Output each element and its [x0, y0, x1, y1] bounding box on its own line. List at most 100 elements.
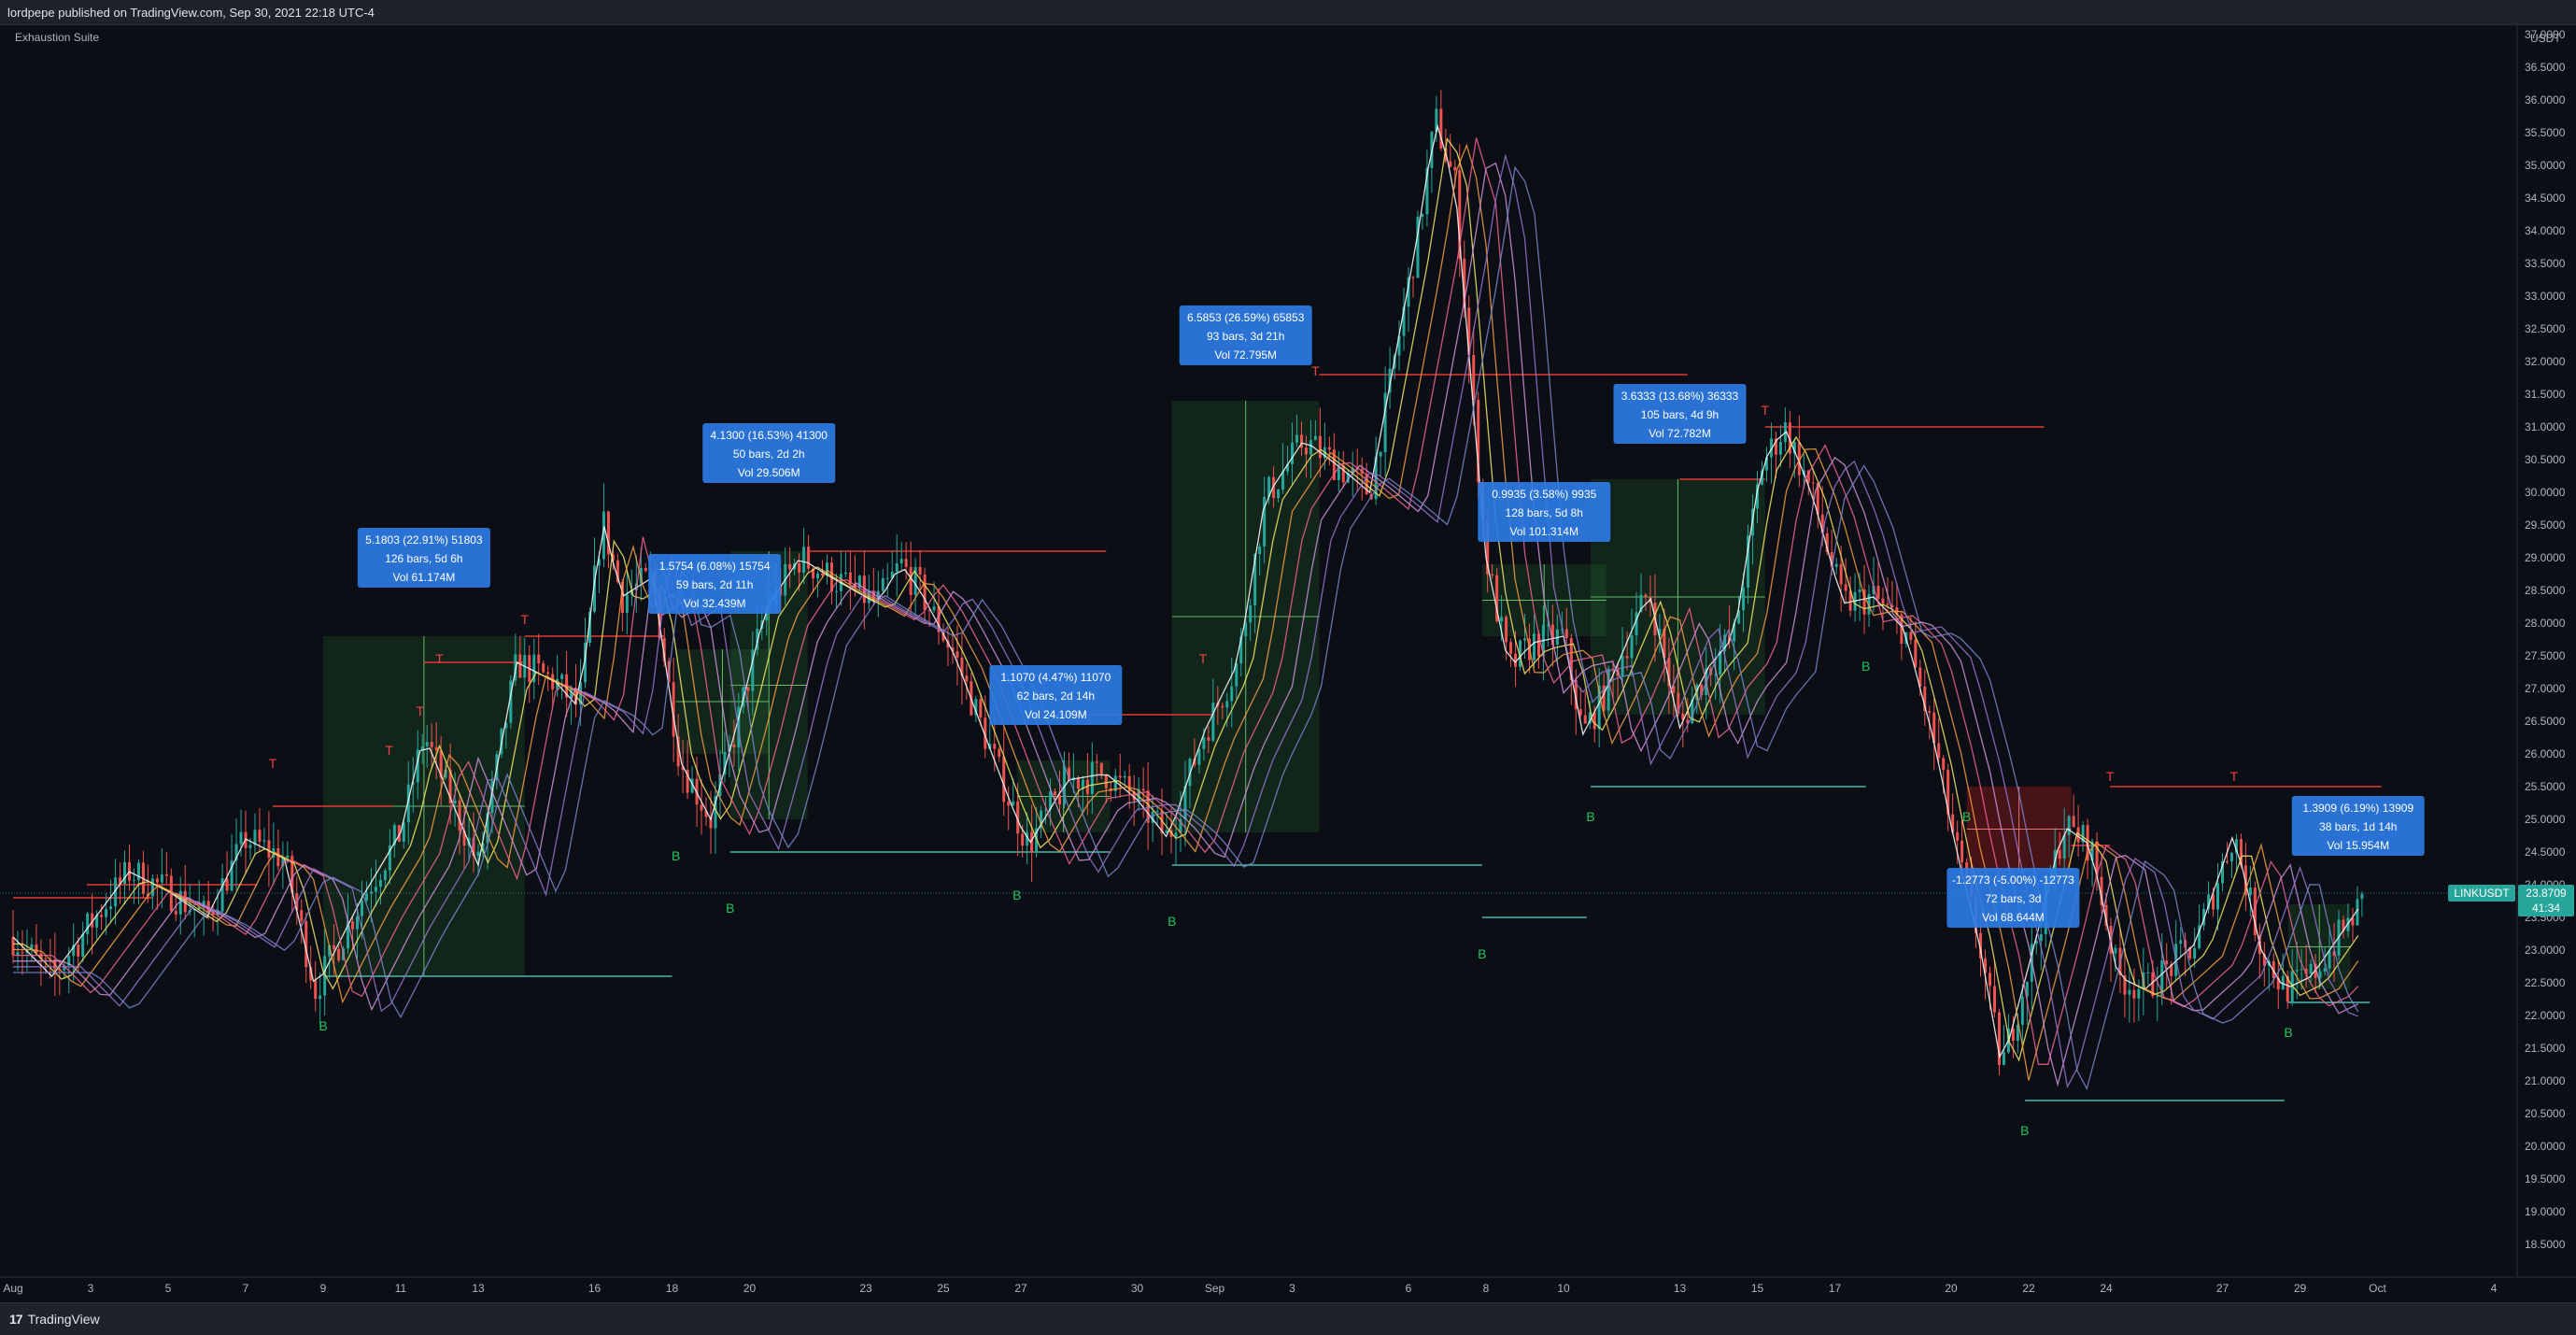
- candle-body: [1165, 830, 1168, 833]
- candle-body: [602, 511, 605, 560]
- candle-body: [1104, 775, 1108, 788]
- measure-info-box[interactable]: -1.2773 (-5.00%) -12773 72 bars, 3d Vol 68…: [1946, 868, 2080, 928]
- candle-body: [1937, 743, 1941, 759]
- candle-body: [211, 912, 215, 916]
- price-axis-panel[interactable]: [2517, 25, 2576, 1301]
- candle-body: [1295, 434, 1298, 443]
- candle-body: [532, 654, 536, 683]
- candle-body: [2221, 860, 2224, 884]
- bar-countdown-text: 41:34: [2532, 902, 2560, 915]
- measure-info-text: 38 bars, 1d 14h: [2319, 820, 2397, 833]
- price-tick-label: 19.5000: [2525, 1172, 2566, 1186]
- candle-body: [504, 722, 508, 729]
- candle-body: [1309, 440, 1312, 455]
- candle-body: [67, 956, 71, 966]
- candle-body: [1956, 831, 1960, 841]
- candle-body: [16, 952, 20, 956]
- time-tick-label: 23: [859, 1282, 872, 1295]
- ma-line: [13, 153, 2359, 1089]
- candle-body: [100, 915, 104, 917]
- measure-info-box[interactable]: 5.1803 (22.91%) 51803 126 bars, 5d 6h Vol …: [357, 528, 490, 588]
- symbol-tag-text: LINKUSDT: [2454, 887, 2510, 900]
- measure-info-box[interactable]: 1.5754 (6.08%) 15754 59 bars, 2d 11h Vol 3…: [648, 554, 782, 614]
- candle-body: [1597, 685, 1601, 730]
- candle-body: [941, 632, 945, 641]
- time-tick-label: 24: [2100, 1282, 2113, 1295]
- candle-body: [1672, 686, 1676, 693]
- candle-body: [1332, 449, 1336, 480]
- candle-body: [267, 840, 271, 858]
- candle-body: [230, 860, 234, 891]
- candle-body: [1040, 810, 1043, 829]
- price-tick-label: 33.5000: [2525, 257, 2566, 270]
- candle-body: [1407, 277, 1410, 307]
- indicator-label[interactable]: Exhaustion Suite: [15, 31, 100, 44]
- candle-body: [1225, 701, 1229, 708]
- candle-body: [2123, 974, 2127, 995]
- candle-body: [119, 877, 122, 884]
- price-chart[interactable]: 18.5000 19.0000 19.5000 20.0000 20.5000 21.00…: [0, 25, 2576, 1301]
- candle-body: [481, 843, 485, 852]
- candle-body: [91, 913, 94, 928]
- candle-body: [658, 591, 661, 638]
- candle-body: [1313, 435, 1317, 441]
- candle-body: [1076, 777, 1080, 789]
- candle-body: [714, 796, 717, 829]
- time-tick-label: 18: [666, 1282, 679, 1295]
- candle-body: [1127, 775, 1131, 792]
- candle-body: [1992, 986, 1996, 1013]
- candle-body: [984, 717, 987, 749]
- top-signal-marker: T: [1199, 651, 1208, 666]
- time-tick-label: 3: [1289, 1282, 1295, 1295]
- candle-body: [1592, 712, 1596, 730]
- candle-body: [2011, 1029, 2015, 1042]
- candle-body: [1402, 306, 1406, 336]
- candle-body: [1500, 617, 1504, 622]
- candle-body: [876, 590, 880, 601]
- candle-body: [1174, 832, 1178, 837]
- candle-body: [123, 861, 127, 884]
- candle-body: [1834, 563, 1838, 567]
- price-tick-label: 26.5000: [2525, 715, 2566, 728]
- measure-info-box[interactable]: 1.1070 (4.47%) 11070 62 bars, 2d 14h Vol 2…: [989, 665, 1123, 725]
- measure-info-box[interactable]: 0.9935 (3.58%) 9935 128 bars, 5d 8h Vol 10…: [1478, 482, 1611, 542]
- candle-body: [1435, 108, 1438, 133]
- candle-body: [1509, 642, 1513, 654]
- measure-info-text: 62 bars, 2d 14h: [1017, 689, 1095, 703]
- measure-info-box-bg: [702, 423, 836, 483]
- candle-body: [1467, 307, 1471, 356]
- candle-body: [164, 873, 168, 876]
- candle-body: [364, 893, 368, 901]
- candle-body: [1090, 761, 1094, 794]
- candle-body: [1602, 685, 1606, 711]
- candle-body: [923, 575, 927, 610]
- candle-body: [2188, 947, 2192, 959]
- price-tick-label: 23.0000: [2525, 944, 2566, 957]
- candle-body: [1058, 795, 1061, 805]
- candle-body: [2067, 816, 2071, 835]
- measure-info-box[interactable]: 4.1300 (16.53%) 41300 50 bars, 2d 2h Vol 2…: [702, 423, 836, 483]
- candle-body: [1825, 533, 1829, 553]
- measure-info-text: 6.5853 (26.59%) 65853: [1187, 311, 1305, 324]
- candle-body: [1560, 629, 1564, 631]
- last-price-tag[interactable]: [2518, 885, 2574, 917]
- time-tick-label: 13: [472, 1282, 485, 1295]
- candle-body: [955, 651, 959, 658]
- candle-body: [1760, 470, 1763, 485]
- measure-info-box[interactable]: 3.6333 (13.68%) 36333 105 bars, 4d 9h Vol …: [1613, 384, 1747, 444]
- candle-body: [1523, 638, 1526, 641]
- symbol-tag[interactable]: [2448, 885, 2515, 902]
- candle-body: [1202, 737, 1206, 749]
- candle-body: [1258, 546, 1262, 555]
- measure-info-box[interactable]: 6.5853 (26.59%) 65853 93 bars, 3d 21h Vol …: [1179, 305, 1312, 365]
- candle-body: [1564, 629, 1568, 639]
- price-tick-label: 18.5000: [2525, 1238, 2566, 1251]
- measure-info-text: Vol 15.954M: [2327, 839, 2389, 852]
- candle-body: [1830, 552, 1833, 567]
- candle-body: [2086, 825, 2089, 861]
- tradingview-logo[interactable]: 17 TradingView: [9, 1312, 100, 1327]
- time-tick-label: 13: [1674, 1282, 1687, 1295]
- price-tick-label: 22.5000: [2525, 976, 2566, 989]
- footer-bar: 17 TradingView: [0, 1302, 2576, 1335]
- measure-info-box[interactable]: 1.3909 (6.19%) 13909 38 bars, 1d 14h Vol 1…: [2291, 796, 2425, 856]
